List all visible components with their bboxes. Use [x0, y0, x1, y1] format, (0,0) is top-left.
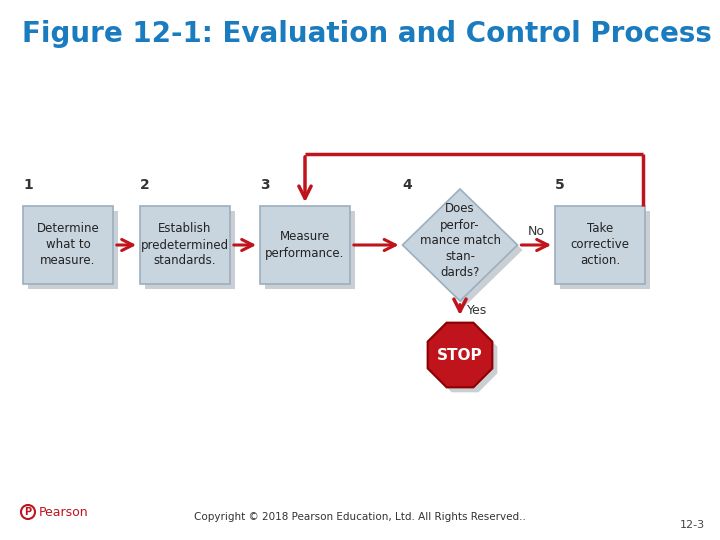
Text: Pearson: Pearson	[39, 505, 89, 518]
Text: Yes: Yes	[467, 304, 487, 317]
Text: 1: 1	[23, 178, 32, 192]
Text: No: No	[528, 225, 545, 238]
Text: Take
corrective
action.: Take corrective action.	[570, 222, 629, 267]
Polygon shape	[428, 323, 492, 387]
Polygon shape	[402, 189, 518, 301]
Text: Measure
performance.: Measure performance.	[265, 231, 345, 260]
Text: Establish
predetermined
standards.: Establish predetermined standards.	[141, 222, 229, 267]
Text: Copyright © 2018 Pearson Education, Ltd. All Rights Reserved..: Copyright © 2018 Pearson Education, Ltd.…	[194, 512, 526, 522]
Text: 5: 5	[555, 178, 564, 192]
FancyBboxPatch shape	[260, 206, 350, 284]
Circle shape	[21, 505, 35, 519]
Polygon shape	[433, 328, 498, 393]
Text: 2: 2	[140, 178, 150, 192]
Polygon shape	[408, 194, 523, 306]
FancyBboxPatch shape	[28, 211, 118, 289]
FancyBboxPatch shape	[140, 206, 230, 284]
FancyBboxPatch shape	[555, 206, 645, 284]
FancyBboxPatch shape	[265, 211, 355, 289]
Text: Does
perfor-
mance match
stan-
dards?: Does perfor- mance match stan- dards?	[420, 202, 500, 280]
Text: 4: 4	[402, 178, 413, 192]
FancyBboxPatch shape	[23, 206, 113, 284]
FancyBboxPatch shape	[560, 211, 650, 289]
FancyBboxPatch shape	[145, 211, 235, 289]
Text: 12-3: 12-3	[680, 520, 705, 530]
Text: Determine
what to
measure.: Determine what to measure.	[37, 222, 99, 267]
Text: P: P	[24, 507, 32, 517]
Text: STOP: STOP	[437, 348, 483, 362]
Text: Figure 12-1: Evaluation and Control Process: Figure 12-1: Evaluation and Control Proc…	[22, 20, 712, 48]
Text: 3: 3	[260, 178, 269, 192]
